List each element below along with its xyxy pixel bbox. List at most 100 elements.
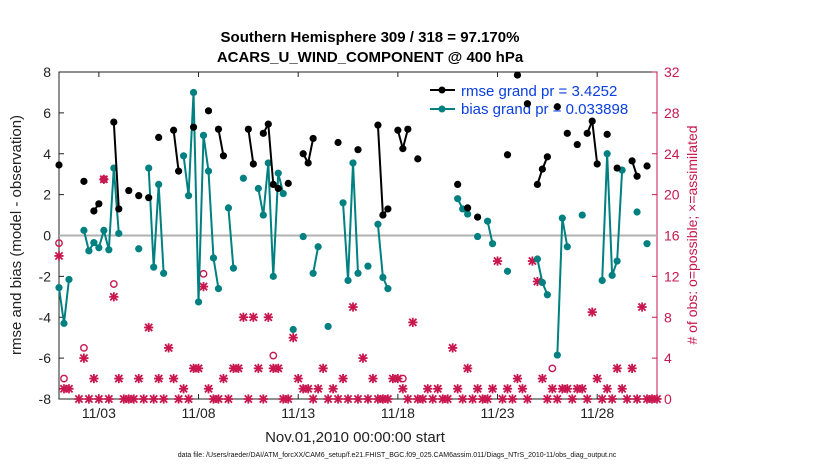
bias-point [379,273,387,281]
obs-assimilated-marker [313,384,323,394]
bias-point [309,269,317,277]
rmse-point [583,129,591,137]
obs-assimilated-marker [328,384,338,394]
bias-line-segment [486,220,494,244]
y-tick-label: 6 [43,105,51,121]
obs-assimilated-marker [458,394,468,404]
rmse-point [309,134,317,143]
obs-assimilated-marker [288,333,298,343]
chart-subtitle: ACARS_U_WIND_COMPONENT @ 400 hPa [217,49,524,66]
bias-point [603,150,611,158]
obs-assimilated-marker [348,302,358,312]
bias-point [613,257,621,265]
bias-point [538,278,546,287]
obs-assimilated-marker [169,373,179,384]
bias-point [90,239,98,247]
obs-assimilated-marker [517,384,528,394]
obs-possible-marker [548,364,557,373]
obs-assimilated-marker [293,373,303,384]
bias-point [259,211,267,219]
rmse-point [553,103,561,111]
bias-point [95,244,103,252]
y2-tick-label: 20 [664,187,680,203]
legend-bias-marker [438,105,446,113]
bias-point [503,267,512,275]
obs-assimilated-marker [418,394,428,404]
obs-possible-marker [60,374,68,383]
obs-assimilated-marker [468,394,478,404]
y2-tick-label: 24 [664,146,680,162]
x-axis-label: Nov.01,2010 00:00:00 start [265,429,446,446]
legend-rmse-label: rmse grand pr = 3.4252 [461,83,617,100]
bias-point [299,232,307,241]
obs-possible-marker [80,344,88,352]
obs-assimilated-marker [607,394,617,404]
bias-point [349,159,357,167]
obs-assimilated-marker [64,384,74,394]
bias-point [189,88,198,97]
obs-assimilated-marker [338,373,348,384]
rmse-point [538,165,546,173]
bias-point [563,243,571,251]
bias-point [598,276,606,285]
obs-assimilated-marker [258,394,268,404]
obs-assimilated-marker [537,373,547,384]
bias-line-segment [227,207,235,269]
y-tick-label: -2 [39,268,52,284]
rmse-point [284,179,292,187]
obs-assimilated-marker [303,384,313,394]
obs-assimilated-marker [453,384,463,394]
rmse-point [414,155,422,163]
rmse-point [80,177,88,185]
bias-point [454,195,462,203]
rmse-point [379,211,387,219]
rmse-point [175,167,183,175]
y-tick-label: -6 [39,350,52,366]
rmse-point [259,129,267,137]
chart-title: Southern Hemisphere 309 / 318 = 97.170% [221,29,520,46]
obs-assimilated-marker [198,281,209,292]
rmse-point [189,123,198,131]
bias-point [643,240,651,248]
obs-assimilated-marker [323,394,333,404]
obs-assimilated-marker [507,394,518,404]
bias-point [324,322,332,331]
data-file-footnote: data file: /Users/raeder/DAI/ATM_forcXX/… [178,452,617,459]
rmse-point [543,153,551,161]
rmse-point [399,145,407,153]
obs-assimilated-marker [502,384,513,394]
obs-assimilated-marker [79,353,89,363]
obs-assimilated-marker [134,373,144,384]
obs-assimilated-marker [473,384,483,394]
y2-tick-label: 28 [664,105,680,121]
bias-point [80,226,88,234]
obs-assimilated-marker [139,394,149,404]
obs-assimilated-marker [602,384,612,394]
obs-assimilated-marker [114,373,124,384]
rmse-point [374,121,382,129]
bias-point [254,184,262,193]
series-layer [55,71,651,359]
obs-count-layer [54,174,662,404]
obs-assimilated-marker [448,343,458,353]
rmse-point [304,159,312,167]
obs-assimilated-marker [144,322,154,333]
rmse-point [170,126,178,134]
obs-assimilated-marker [273,363,283,373]
bias-point [344,276,352,285]
rmse-point [474,213,482,221]
obs-assimilated-marker [587,307,597,317]
legend: rmse grand pr = 3.4252 bias grand pr = 0… [425,76,653,120]
obs-assimilated-marker [592,373,602,384]
rmse-point [299,150,307,158]
obs-assimilated-marker [193,363,204,373]
obs-assimilated-marker [423,384,433,394]
bias-line-segment [312,246,320,274]
obs-assimilated-marker [433,384,443,394]
rmse-point [125,186,133,195]
obs-assimilated-marker [567,394,577,404]
rmse-point [155,133,163,141]
rmse-point [503,151,512,159]
bias-line-segment [342,162,359,281]
